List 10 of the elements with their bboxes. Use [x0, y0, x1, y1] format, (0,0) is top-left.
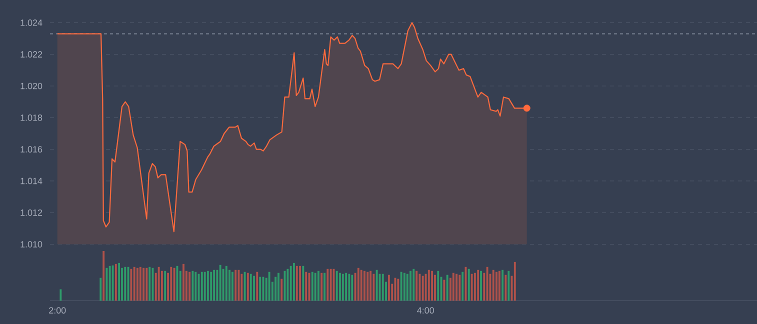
y-tick-label: 1.024: [20, 20, 42, 26]
y-tick-label: 1.018: [20, 114, 42, 121]
y-tick-label: 1.022: [20, 51, 42, 58]
x-tick-label: 2:00: [49, 307, 66, 314]
y-tick-label: 1.010: [20, 241, 42, 248]
y-tick-label: 1.016: [20, 146, 42, 153]
y-tick-label: 1.020: [20, 82, 42, 90]
x-tick-label: 4:00: [417, 307, 434, 314]
y-tick-label: 1.014: [20, 178, 42, 184]
y-tick-label: 1.012: [20, 209, 42, 216]
